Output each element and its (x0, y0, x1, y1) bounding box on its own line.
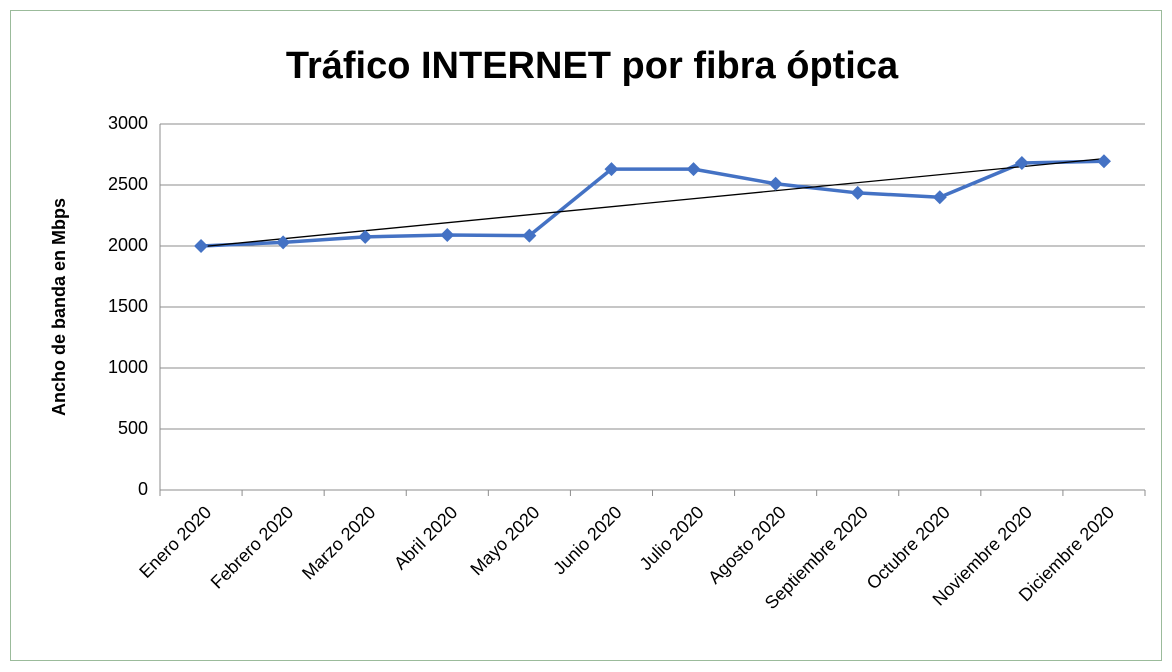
data-point (440, 228, 455, 243)
data-point (276, 235, 291, 250)
data-point (604, 162, 619, 177)
data-point (1014, 156, 1029, 171)
y-axis-label: Ancho de banda en Mbps (49, 198, 69, 416)
chart-title: Tráfico INTERNET por fibra óptica (286, 45, 899, 87)
y-tick-label: 1000 (108, 357, 148, 377)
data-point (850, 185, 865, 200)
data-line (200, 159, 1104, 248)
data-point (194, 239, 209, 253)
y-tick-label: 500 (118, 418, 148, 438)
trendline (200, 158, 1105, 248)
chart-border (10, 10, 1162, 661)
y-tick-label: 0 (138, 479, 148, 499)
data-point (932, 190, 947, 205)
y-tick-label: 3000 (108, 113, 148, 133)
y-tick-label: 2500 (108, 174, 148, 194)
y-tick-label: 1500 (108, 296, 148, 316)
y-tick-label: 2000 (108, 235, 148, 255)
data-point (522, 228, 537, 243)
data-point (1096, 154, 1111, 169)
data-point (358, 229, 373, 244)
data-point (768, 176, 783, 191)
data-point (686, 162, 701, 177)
